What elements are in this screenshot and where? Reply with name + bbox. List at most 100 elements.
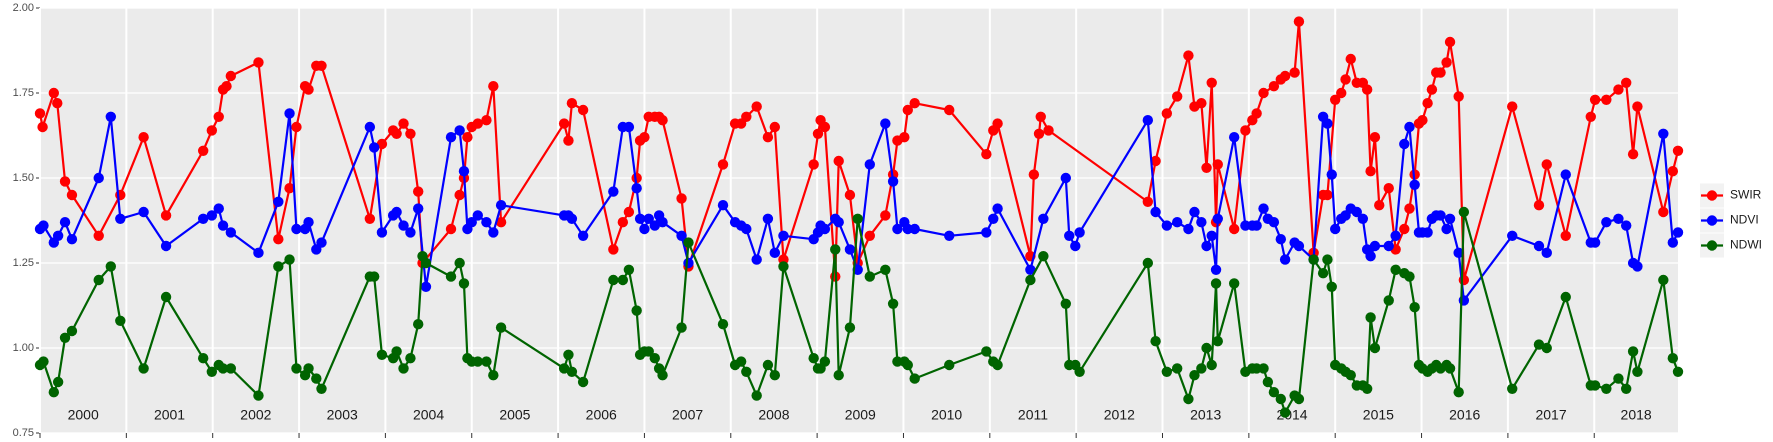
year-label: 2013 [1190,407,1221,423]
data-point [1258,363,1269,374]
data-point [1210,264,1222,275]
year-label: 2003 [327,407,358,423]
data-point [1289,67,1300,78]
data-point [833,370,844,381]
data-point [649,353,660,364]
data-point [1201,342,1212,354]
data-point [1422,227,1433,238]
year-label: 2004 [413,407,444,423]
data-point [852,213,863,224]
data-point [1613,84,1624,95]
data-point [864,159,875,170]
data-point [1275,393,1287,405]
data-point [472,210,483,221]
data-point [741,223,752,235]
data-point [420,281,432,292]
data-point [1201,240,1212,252]
data-point [643,213,654,224]
data-point [1426,84,1438,95]
data-point [481,217,492,228]
data-point [1417,115,1428,126]
data-point [412,319,424,330]
data-point [93,230,104,241]
year-label: 2015 [1363,407,1394,423]
data-point [1585,111,1596,123]
data-point [1404,271,1415,282]
data-point [1589,94,1601,106]
data-point [830,244,841,255]
data-point [1632,366,1643,377]
data-point [1453,247,1464,258]
year-label: 2000 [68,407,99,423]
y-tick-label: 2.00 [13,2,34,14]
data-point [1390,264,1401,275]
data-point [1507,101,1518,112]
year-label: 2008 [758,407,789,423]
data-point [291,223,302,235]
data-point [1369,132,1381,143]
data-point [1038,251,1049,262]
year-label: 2002 [240,407,271,423]
data-point [445,223,457,235]
data-point [495,217,507,228]
data-point [1441,57,1452,68]
data-point [1658,206,1669,218]
data-point [649,220,660,231]
year-label: 2007 [672,407,703,423]
data-point [741,366,752,377]
data-point [880,118,891,129]
data-point [1196,217,1207,228]
data-point [676,322,687,333]
data-point [751,101,762,112]
data-point [577,104,589,116]
data-point [454,257,465,269]
data-point [1206,230,1217,241]
data-point [445,132,457,143]
data-point [1161,108,1173,119]
data-point [1620,383,1632,394]
data-point [1383,183,1394,194]
data-point [902,359,913,371]
data-point [1336,87,1347,99]
y-tick-label: 1.50 [13,172,34,184]
data-point [1672,227,1684,238]
data-point [376,349,388,360]
data-point [1308,254,1319,265]
data-point [808,353,819,364]
data-point [1201,162,1212,173]
data-point [105,261,117,272]
data-point [1150,336,1161,347]
data-point [1560,291,1571,303]
data-point [1228,278,1240,289]
data-point [769,247,781,258]
data-point [819,121,831,133]
data-point [762,213,774,224]
data-point [1074,227,1085,238]
data-point [213,203,224,214]
data-point [253,390,264,401]
data-point [676,193,687,204]
data-point [368,271,380,282]
y-tick-label: 0.75 [13,427,34,439]
data-point [1330,94,1341,106]
data-point [1150,206,1161,218]
data-point [160,240,172,252]
data-point [1667,353,1679,364]
data-point [405,227,416,238]
year-label: 2018 [1621,407,1652,423]
data-point [1632,101,1643,112]
data-point [1074,366,1085,377]
series [34,206,1684,418]
data-point [398,118,409,129]
data-point [1658,274,1669,286]
data-point [1322,118,1333,129]
data-point [1435,67,1446,78]
data-point [1541,342,1552,354]
data-point [864,271,875,282]
data-point [284,254,295,265]
data-point [481,356,492,367]
data-point [405,128,416,139]
data-point [1369,342,1381,354]
data-point [472,356,483,367]
data-point [138,363,149,374]
